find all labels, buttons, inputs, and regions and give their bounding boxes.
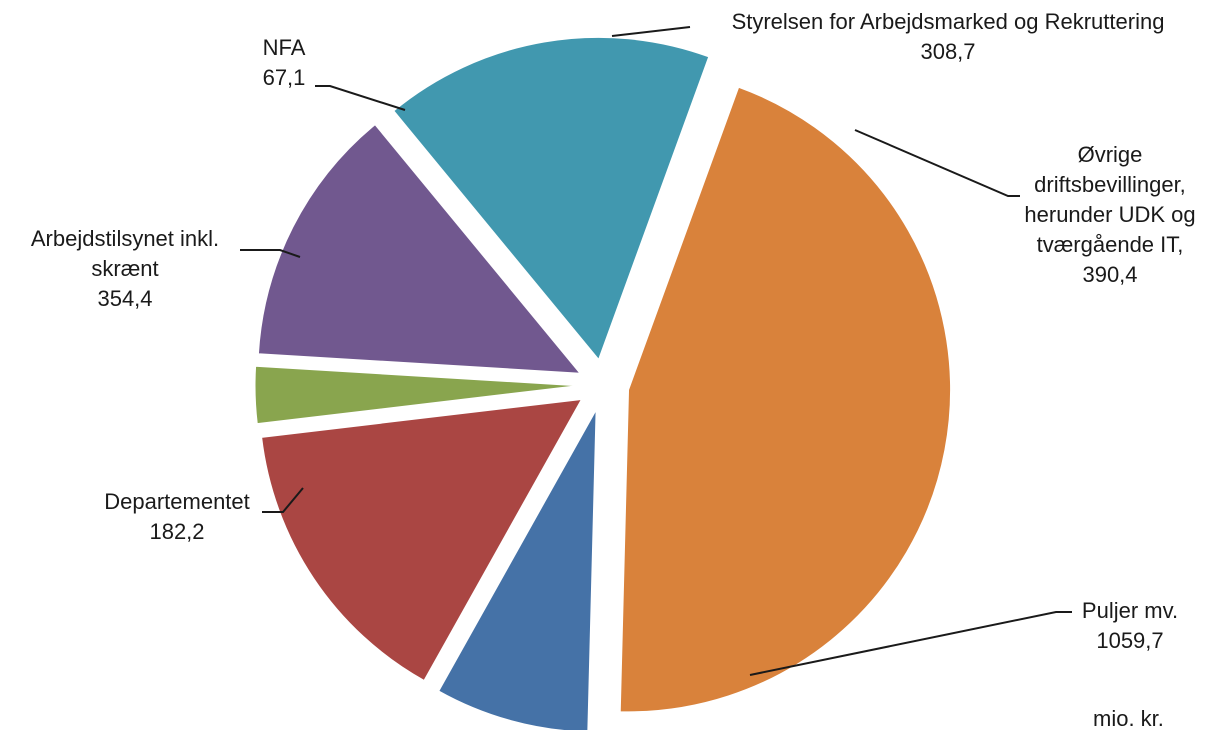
slice-label-departementet: Departementet 182,2 [82,487,272,547]
slice-label-arbejdstilsynet: Arbejdstilsynet inkl. skrænt 354,4 [5,224,245,314]
pie-slice-puljer [619,86,952,713]
unit-label: mio. kr. [1093,706,1164,731]
slice-label-ovrige: Øvrige driftsbevillinger, herunder UDK o… [1015,140,1205,290]
slice-value: 67,1 [262,65,306,90]
slice-label-styrelsen: Styrelsen for Arbejdsmarked og Rekrutter… [680,7,1216,67]
slice-label-puljer: Puljer mv. 1059,7 [1060,596,1200,656]
pie-slice-arbejdstilsynet [261,398,583,682]
slice-name: NFA [262,35,306,60]
slice-name: Styrelsen for Arbejdsmarked og Rekrutter… [731,9,1165,34]
pie-slice-departementet [438,409,597,730]
slice-name: Øvrige driftsbevillinger, herunder UDK o… [1024,142,1196,257]
leader-line-arbejdstilsynet [240,249,301,258]
leader-line-nfa [315,85,406,111]
leader-line-styrelsen [611,26,691,37]
slice-name: Arbejdstilsynet inkl. skrænt [30,226,220,281]
pie-slice-styrelsen [257,123,581,374]
pie-slice-ovrige [393,36,710,361]
slice-value: 390,4 [1082,262,1138,287]
leader-line-puljer [749,611,1072,676]
slice-value: 182,2 [149,519,205,544]
slice-value: 308,7 [920,39,976,64]
pie-slice-nfa [254,365,578,425]
slice-label-nfa: NFA 67,1 [238,33,330,93]
slice-value: 1059,7 [1096,628,1164,653]
slice-value: 354,4 [97,286,153,311]
leader-line-departementet [262,487,304,513]
slice-name: Puljer mv. [1081,598,1179,623]
leader-line-ovrige [854,129,1020,197]
slice-name: Departementet [104,489,250,514]
